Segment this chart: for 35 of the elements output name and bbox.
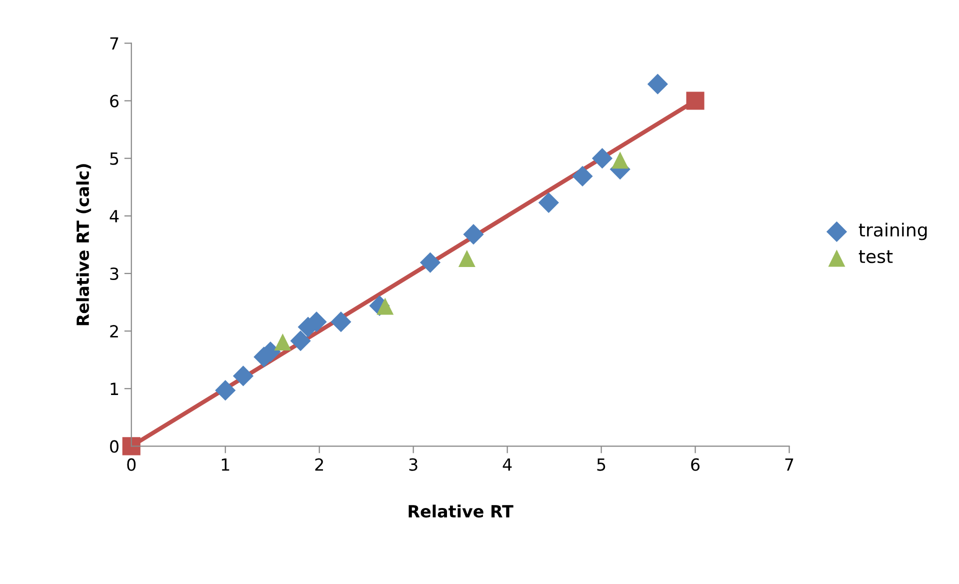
legend-label: test	[858, 250, 893, 264]
point	[592, 148, 613, 169]
point	[215, 380, 236, 401]
point	[232, 366, 254, 386]
point	[458, 250, 476, 268]
point	[274, 333, 292, 350]
x-tick-label: 3	[409, 458, 418, 471]
y-tick-label: 7	[110, 37, 118, 50]
y-tick-label: 5	[110, 152, 118, 165]
point	[290, 330, 311, 352]
y-axis-title: Relative RT (calc)	[76, 164, 92, 326]
point	[122, 437, 140, 456]
x-axis-title: Relative RT	[408, 504, 514, 518]
y-tick-label: 6	[110, 94, 119, 108]
point	[538, 192, 559, 213]
point	[572, 166, 593, 186]
y-tick-label: 3	[110, 267, 118, 280]
x-tick-label: 6	[691, 458, 700, 471]
x-tick-label: 0	[127, 458, 136, 471]
y-tick-label: 4	[110, 210, 119, 222]
point	[463, 224, 484, 245]
y-tick-label: 0	[110, 440, 118, 453]
point	[686, 92, 704, 110]
x-tick-label: 7	[785, 458, 794, 471]
x-tick-label: 2	[315, 458, 323, 471]
point	[330, 312, 352, 332]
x-tick-label: 1	[222, 458, 230, 471]
x-tick-label: 5	[597, 458, 606, 471]
y-tick-label: 2	[110, 325, 118, 338]
point	[647, 74, 668, 94]
y-tick-label: 1	[110, 382, 118, 395]
point	[612, 152, 629, 169]
x-tick-label: 4	[502, 458, 512, 471]
point	[420, 252, 441, 273]
legend-label: training	[858, 222, 927, 240]
